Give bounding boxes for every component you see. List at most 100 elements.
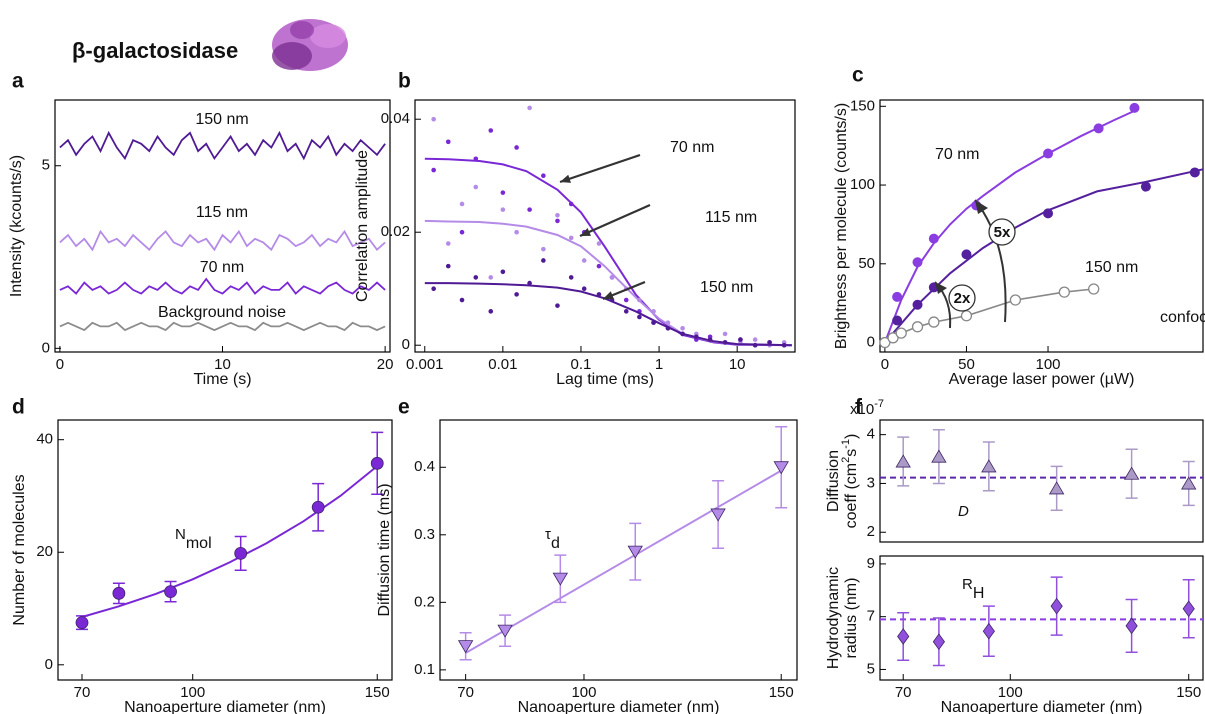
series-label: 150 nm xyxy=(1085,259,1138,276)
data-point xyxy=(311,500,325,514)
x-axis-label: Nanoaperture diameter (nm) xyxy=(941,699,1143,714)
data-point xyxy=(568,275,574,280)
data-point xyxy=(897,628,910,645)
x-tick-label: 100 xyxy=(998,684,1023,701)
data-point xyxy=(887,332,899,344)
x-axis-label: Nanoaperture diameter (nm) xyxy=(124,699,326,714)
data-point xyxy=(473,275,479,280)
y-axis-label: Hydrodynamic xyxy=(825,567,842,669)
data-point xyxy=(527,280,532,286)
data-point xyxy=(1088,283,1100,295)
y-tick-label: 40 xyxy=(36,431,53,448)
data-point xyxy=(722,331,728,337)
data-point xyxy=(738,337,743,342)
data-point xyxy=(1043,148,1054,159)
data-point xyxy=(370,456,384,470)
x-tick-label: 150 xyxy=(365,684,390,701)
data-point xyxy=(431,116,436,122)
x-tick-label: 0.001 xyxy=(406,356,444,373)
x-tick-label: 150 xyxy=(769,684,794,701)
axis-multiplier-part: -7 xyxy=(874,398,884,410)
data-point xyxy=(982,622,995,640)
series-label: 115 nm xyxy=(705,209,757,226)
data-point xyxy=(488,309,494,314)
data-point xyxy=(773,461,789,475)
data-point xyxy=(752,342,758,348)
annotation-part: mol xyxy=(186,535,212,552)
data-point xyxy=(1181,476,1197,490)
data-point xyxy=(1125,617,1138,635)
data-point xyxy=(568,201,574,207)
x-tick-label: 0 xyxy=(56,356,64,373)
fit-curve xyxy=(465,469,782,654)
data-point xyxy=(665,320,671,325)
y-axis-label-part: s xyxy=(843,449,860,457)
data-point xyxy=(931,449,947,463)
data-point xyxy=(459,229,465,235)
data-point xyxy=(445,263,451,269)
data-point xyxy=(912,299,923,310)
data-point xyxy=(609,275,615,280)
trace xyxy=(59,130,386,161)
annotation-part: d xyxy=(551,535,560,552)
data-point xyxy=(234,546,248,560)
data-point xyxy=(596,241,602,246)
data-point xyxy=(879,336,891,349)
data-point xyxy=(680,331,685,337)
y-axis-label: Brightness per molecule (counts/s) xyxy=(833,103,850,349)
y-tick-label: 5 xyxy=(867,660,875,677)
data-point xyxy=(459,201,465,207)
plot-frame xyxy=(414,99,796,353)
data-point xyxy=(767,340,772,345)
data-point xyxy=(892,315,903,326)
data-point xyxy=(928,316,940,328)
data-point xyxy=(694,334,699,340)
data-point xyxy=(497,624,513,638)
panel-letter: f xyxy=(855,396,863,419)
data-point xyxy=(707,337,713,342)
annotation-circle xyxy=(948,284,976,312)
data-point xyxy=(1009,294,1022,306)
data-point xyxy=(164,585,177,599)
y-tick-label: 0.2 xyxy=(414,593,435,610)
data-point xyxy=(1048,481,1065,495)
arrow-head xyxy=(603,291,614,300)
axis-multiplier: x10-7 xyxy=(850,398,884,418)
arrow-head xyxy=(560,174,571,183)
x-tick-label: 150 xyxy=(1176,684,1201,701)
annotation: D xyxy=(958,503,969,520)
series-label: 70 nm xyxy=(200,259,244,276)
data-point xyxy=(960,310,973,322)
data-point xyxy=(1093,123,1104,134)
panel-letter: b xyxy=(398,70,411,93)
annotation: Nmol xyxy=(175,526,212,552)
y-axis-label-part: ) xyxy=(843,434,860,439)
data-point xyxy=(568,235,574,241)
plot-frame xyxy=(57,419,393,681)
y-axis-label-part: -1 xyxy=(840,439,852,449)
data-point xyxy=(445,241,451,246)
y-axis-label-part: radius (nm) xyxy=(843,578,860,659)
data-point xyxy=(637,297,642,303)
x-tick-label: 70 xyxy=(74,684,91,701)
y-tick-label: 9 xyxy=(867,555,875,572)
series-label: 70 nm xyxy=(670,139,714,156)
series-label: 70 nm xyxy=(935,146,979,163)
protein-illustration xyxy=(272,19,348,71)
annotation-part: H xyxy=(973,585,985,602)
data-point xyxy=(651,309,656,314)
y-axis-label: Intensity (kcounts/s) xyxy=(8,155,25,297)
data-point xyxy=(1129,102,1140,113)
data-point xyxy=(1140,181,1151,192)
data-point xyxy=(514,145,519,150)
panel-letter: c xyxy=(852,64,864,87)
data-point xyxy=(722,340,728,345)
annotation-part: N xyxy=(175,526,186,543)
data-point xyxy=(500,190,506,195)
series-label: 115 nm xyxy=(196,204,248,221)
panel-letter: e xyxy=(398,396,410,419)
x-axis-label: Lag time (ms) xyxy=(556,371,654,388)
data-point xyxy=(541,173,546,179)
data-point xyxy=(555,212,560,218)
